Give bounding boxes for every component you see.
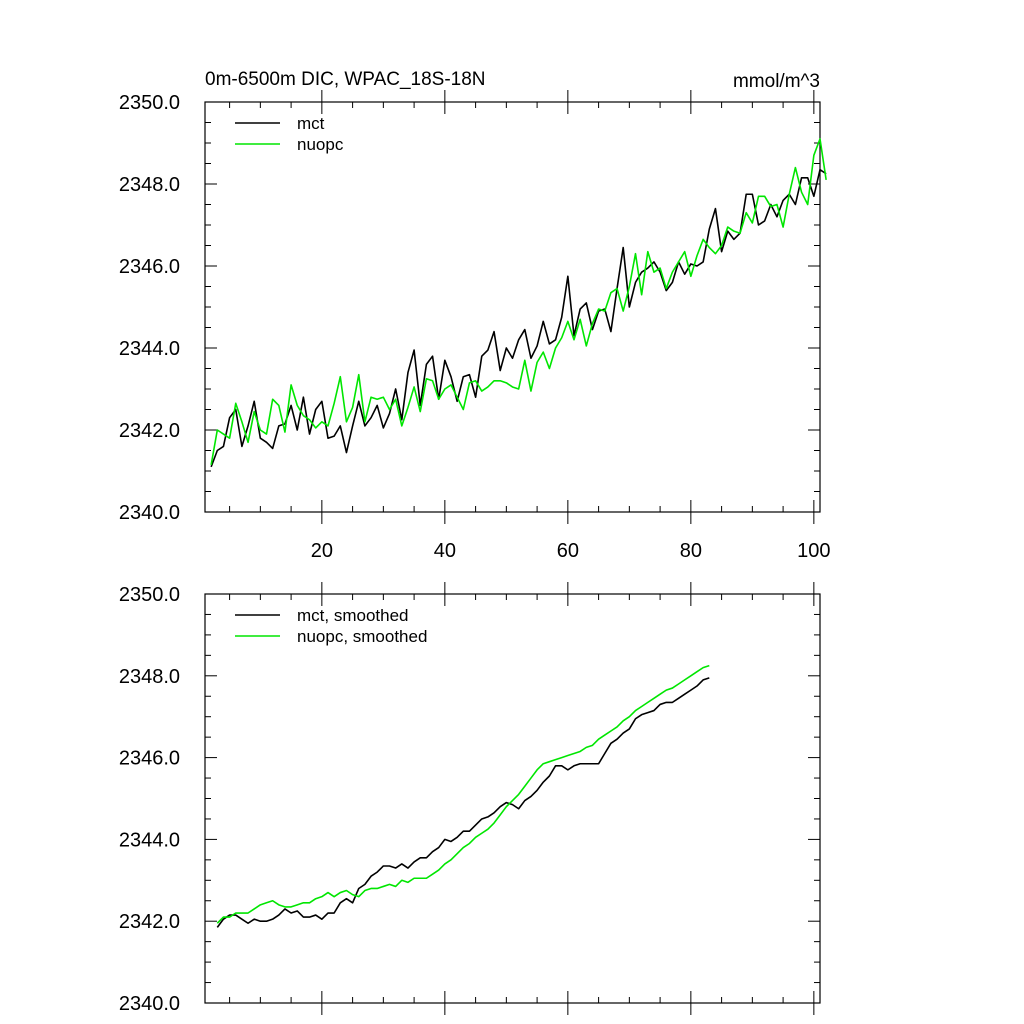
- y-tick-label: 2342.0: [119, 911, 180, 933]
- x-tick-label: 40: [434, 540, 456, 562]
- chart-title: 0m-6500m DIC, WPAC_18S-18N: [205, 69, 486, 90]
- y-tick-label: 2342.0: [119, 420, 180, 442]
- legend-label: nuopc: [297, 135, 344, 154]
- plot-frame: [204, 593, 821, 1004]
- y-tick-label: 2348.0: [119, 174, 180, 196]
- legend-label: mct, smoothed: [297, 606, 409, 625]
- legend-label: nuopc, smoothed: [297, 627, 427, 646]
- series-line: [216, 677, 710, 928]
- series-line: [210, 168, 827, 468]
- bottom-plot-panel: 2340.0 2342.0 2344.0 2346.0 2348.0 2350.0 mct,…: [119, 582, 821, 1015]
- y-tick-label: 2350.0: [119, 584, 180, 606]
- plot-frame: [204, 101, 821, 513]
- x-tick-label: 100: [797, 540, 830, 562]
- top-plot-panel: 20 40 60 80 100 2340.0 2342.0 2344.0 2346.0 2348.…: [119, 90, 831, 562]
- y-tick-label: 2344.0: [119, 338, 180, 360]
- series-line: [216, 664, 710, 924]
- y-tick-label: 2340.0: [119, 993, 180, 1015]
- y-tick-label: 2350.0: [119, 92, 180, 114]
- x-tick-label: 80: [680, 540, 702, 562]
- series-line: [210, 138, 827, 465]
- x-tick-label: 60: [557, 540, 579, 562]
- y-tick-label: 2344.0: [119, 829, 180, 851]
- legend-label: mct: [297, 114, 325, 133]
- units-label: mmol/m^3: [733, 71, 820, 92]
- y-tick-label: 2348.0: [119, 666, 180, 688]
- x-tick-label: 20: [311, 540, 333, 562]
- y-tick-label: 2340.0: [119, 502, 180, 524]
- y-tick-label: 2346.0: [119, 748, 180, 770]
- y-tick-label: 2346.0: [119, 256, 180, 278]
